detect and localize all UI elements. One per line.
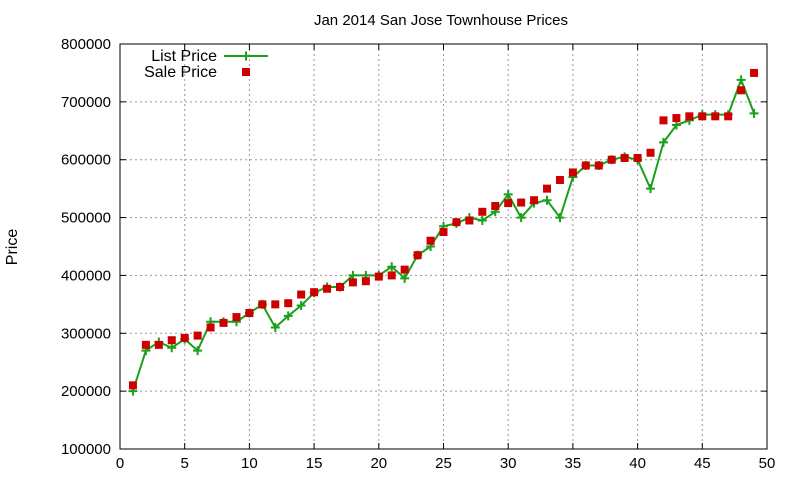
sale-price-point	[193, 331, 202, 340]
list-price-point	[516, 213, 526, 223]
sale-price-point	[387, 271, 396, 280]
sale-price-point	[426, 236, 435, 245]
sale-price-point	[555, 175, 564, 184]
sale-price-point	[568, 168, 577, 177]
sale-price-point	[361, 277, 370, 286]
y-tick-label: 400000	[61, 267, 111, 284]
sale-price-point	[141, 340, 150, 349]
sale-price-point	[711, 112, 720, 121]
sale-price-point	[607, 155, 616, 164]
sale-price-point	[504, 199, 513, 208]
y-tick-label: 800000	[61, 36, 111, 53]
list-price-point	[167, 343, 177, 353]
sale-price-point	[672, 114, 681, 123]
sale-price-point	[271, 300, 280, 309]
sale-price-point	[737, 86, 746, 95]
sale-price-point	[659, 116, 668, 125]
sale-price-point	[646, 148, 655, 157]
sale-price-point	[452, 218, 461, 227]
sale-price-point	[323, 284, 332, 293]
sale-price-point	[154, 340, 163, 349]
sale-price-point	[335, 283, 344, 291]
list-price-point	[387, 262, 397, 272]
sale-price-point	[258, 300, 267, 309]
sale-price-point	[594, 161, 603, 170]
list-price-point	[658, 137, 668, 147]
sale-price-point	[478, 207, 487, 216]
x-tick-label: 25	[435, 455, 452, 472]
legend-swatch-list-price-marker	[241, 51, 251, 61]
sale-price-point	[284, 299, 293, 308]
legend-swatches	[224, 51, 268, 76]
sale-price-point	[439, 228, 448, 237]
y-tick-label: 500000	[61, 210, 111, 227]
x-tick-label: 40	[629, 455, 646, 472]
y-axis-label: Price	[4, 229, 21, 266]
sale-price-point	[620, 153, 629, 162]
tick-layer: 0 5 10 15 20 25 30 35 40 45 50 100000 200000 300000 40…	[61, 36, 775, 472]
legend-swatch-sale-price	[242, 68, 250, 76]
x-tick-label: 15	[306, 455, 323, 472]
legend-label-list-price: List Price	[151, 48, 217, 65]
sale-price-point	[206, 323, 215, 332]
list-price-point	[400, 273, 410, 283]
sale-price-point	[413, 251, 422, 260]
list-price-point	[736, 75, 746, 85]
list-price-point	[270, 323, 280, 332]
sale-price-point	[517, 198, 526, 207]
list-price-point	[749, 108, 759, 118]
list-price-point	[296, 301, 306, 311]
sale-price-point	[297, 290, 306, 299]
sale-price-point	[724, 112, 733, 121]
sale-price-point	[465, 216, 474, 225]
chart-title: Jan 2014 San Jose Townhouse Prices	[314, 12, 568, 29]
series-layer	[128, 68, 759, 396]
x-tick-label: 35	[565, 455, 582, 472]
list-price-point	[542, 195, 552, 205]
x-tick-label: 0	[116, 455, 124, 472]
y-tick-label: 700000	[61, 94, 111, 111]
sale-price-point	[374, 272, 383, 281]
grid-layer	[120, 44, 767, 449]
sale-price-point	[698, 112, 707, 121]
x-tick-label: 20	[370, 455, 387, 472]
x-tick-label: 45	[694, 455, 711, 472]
sale-price-point	[167, 336, 176, 345]
y-tick-label: 600000	[61, 152, 111, 169]
sale-price-point	[180, 333, 189, 342]
sale-price-point	[232, 313, 241, 322]
sale-price-point	[530, 196, 539, 205]
list-price-point	[555, 213, 565, 223]
list-price-point	[193, 346, 203, 356]
sale-price-point	[491, 202, 500, 210]
y-tick-label: 300000	[61, 325, 111, 342]
sale-price-point	[750, 68, 759, 77]
sale-price-point	[633, 153, 642, 162]
sale-price-point	[310, 288, 319, 297]
sale-price-point	[128, 381, 137, 390]
x-tick-label: 5	[181, 455, 189, 472]
sale-price-point	[219, 318, 228, 327]
list-price-point	[503, 189, 513, 199]
list-price-point	[477, 215, 487, 225]
legend-label-sale-price: Sale Price	[144, 64, 217, 81]
sale-price-point	[685, 112, 694, 121]
list-price-point	[646, 184, 656, 194]
y-tick-label: 200000	[61, 383, 111, 400]
x-tick-label: 10	[241, 455, 258, 472]
y-tick-label: 100000	[61, 441, 111, 458]
sale-price-point	[348, 278, 357, 287]
sale-price-point	[400, 265, 409, 274]
x-tick-label: 30	[500, 455, 517, 472]
list-price-point	[283, 311, 293, 321]
sale-price-point	[245, 309, 254, 318]
sale-price-point	[543, 184, 552, 193]
legend: List Price Sale Price	[144, 48, 268, 81]
x-tick-label: 50	[759, 455, 776, 472]
sale-price-point	[581, 161, 590, 170]
